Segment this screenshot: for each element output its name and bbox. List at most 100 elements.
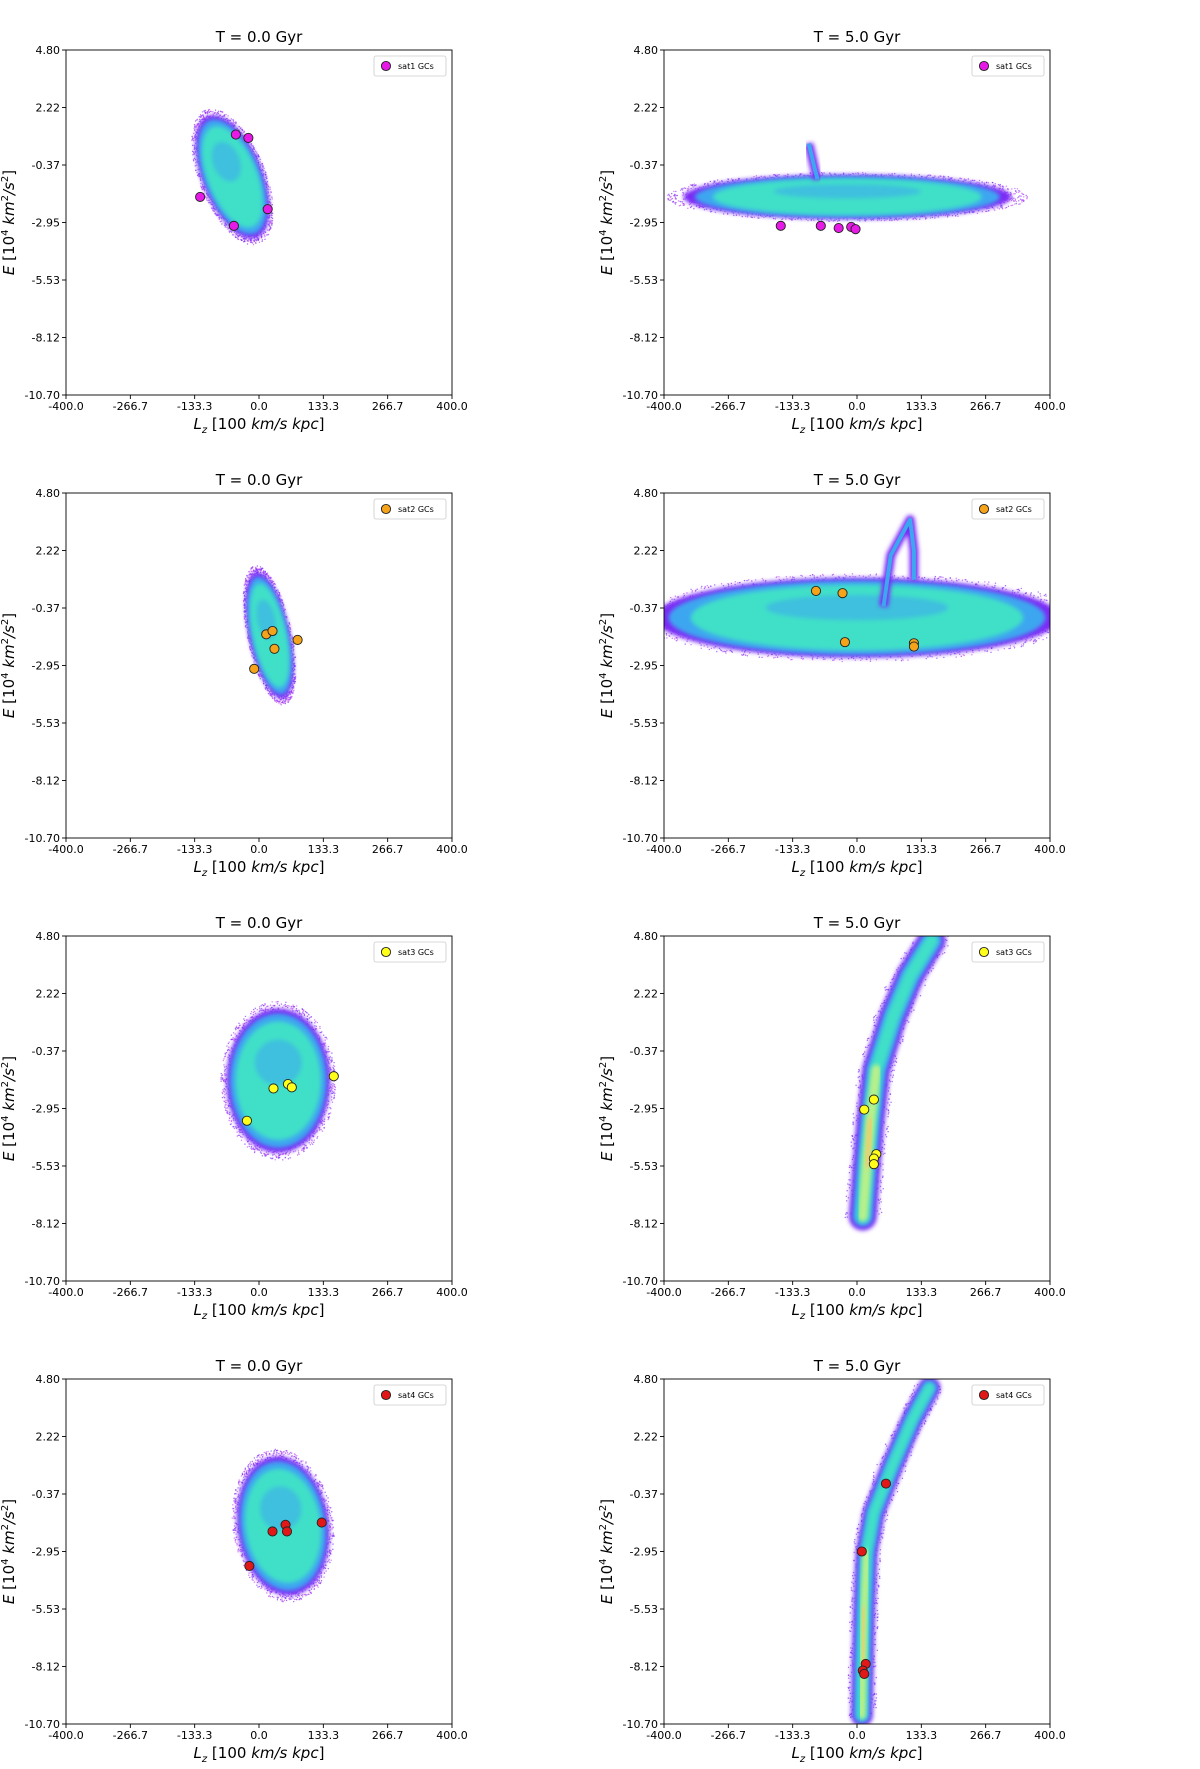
legend: sat3 GCs bbox=[972, 942, 1044, 962]
gc-point bbox=[860, 1105, 869, 1114]
gc-point bbox=[869, 1095, 878, 1104]
y-tick-label: 2.22 bbox=[634, 545, 659, 558]
legend-marker bbox=[381, 61, 390, 70]
y-tick-label: -8.12 bbox=[630, 775, 658, 788]
y-tick-label: -5.53 bbox=[32, 1603, 60, 1616]
y-tick-label: -0.37 bbox=[32, 159, 60, 172]
y-axis-label: E [104 km2/s2] bbox=[0, 170, 18, 275]
chart-title: T = 5.0 Gyr bbox=[813, 1357, 901, 1375]
x-tick-label: -133.3 bbox=[775, 843, 810, 856]
gc-point bbox=[250, 664, 259, 673]
y-tick-label: -5.53 bbox=[630, 1160, 658, 1173]
x-axis-label: Lz [100 km/s kpc] bbox=[792, 1744, 923, 1765]
y-tick-label: -5.53 bbox=[32, 1160, 60, 1173]
legend: sat4 GCs bbox=[972, 1385, 1044, 1405]
chart-title: T = 5.0 Gyr bbox=[813, 471, 901, 489]
legend-marker bbox=[979, 61, 988, 70]
x-tick-label: 0.0 bbox=[848, 1729, 866, 1742]
plot-area bbox=[664, 936, 1050, 1281]
y-tick-label: -2.95 bbox=[32, 660, 60, 673]
x-tick-label: -133.3 bbox=[177, 1729, 212, 1742]
x-tick-label: 266.7 bbox=[970, 400, 1002, 413]
legend-marker bbox=[381, 504, 390, 513]
legend-label: sat1 GCs bbox=[996, 62, 1032, 71]
gc-point bbox=[242, 1116, 251, 1125]
gc-point bbox=[229, 221, 238, 230]
gc-point bbox=[811, 586, 820, 595]
legend-marker bbox=[381, 947, 390, 956]
y-tick-label: -0.37 bbox=[630, 1045, 658, 1058]
legend-marker bbox=[381, 1390, 390, 1399]
x-tick-label: 133.3 bbox=[906, 1729, 938, 1742]
x-tick-label: -266.7 bbox=[711, 1729, 746, 1742]
x-tick-label: -133.3 bbox=[177, 843, 212, 856]
y-tick-label: -0.37 bbox=[32, 602, 60, 615]
gc-point bbox=[834, 223, 843, 232]
x-tick-label: 266.7 bbox=[372, 843, 404, 856]
gc-point bbox=[269, 1084, 278, 1093]
x-tick-label: 400.0 bbox=[436, 1729, 468, 1742]
y-tick-label: 4.80 bbox=[36, 487, 61, 500]
legend-label: sat3 GCs bbox=[996, 948, 1032, 957]
gc-point bbox=[196, 192, 205, 201]
x-tick-label: 400.0 bbox=[1034, 400, 1066, 413]
gc-point bbox=[881, 1479, 890, 1488]
y-tick-label: -2.95 bbox=[32, 217, 60, 230]
x-tick-label: 266.7 bbox=[372, 1286, 404, 1299]
gc-point bbox=[231, 130, 240, 139]
gc-point bbox=[840, 638, 849, 647]
x-tick-label: 133.3 bbox=[308, 1729, 340, 1742]
y-tick-label: -5.53 bbox=[630, 1603, 658, 1616]
x-tick-label: 0.0 bbox=[250, 843, 268, 856]
y-tick-label: -0.37 bbox=[630, 602, 658, 615]
x-tick-label: 133.3 bbox=[308, 843, 340, 856]
x-tick-label: 400.0 bbox=[436, 843, 468, 856]
y-tick-label: 4.80 bbox=[634, 487, 659, 500]
legend: sat2 GCs bbox=[374, 499, 446, 519]
legend-label: sat4 GCs bbox=[398, 1391, 434, 1400]
gc-point bbox=[838, 589, 847, 598]
density-layer bbox=[774, 184, 922, 198]
y-tick-label: -8.12 bbox=[32, 332, 60, 345]
gc-point bbox=[857, 1547, 866, 1556]
x-tick-label: -133.3 bbox=[177, 1286, 212, 1299]
y-tick-label: 2.22 bbox=[36, 988, 61, 1001]
x-tick-label: -133.3 bbox=[775, 400, 810, 413]
x-tick-label: 400.0 bbox=[1034, 843, 1066, 856]
x-tick-label: 266.7 bbox=[970, 1286, 1002, 1299]
x-tick-label: 266.7 bbox=[970, 843, 1002, 856]
y-axis-label: E [104 km2/s2] bbox=[598, 170, 616, 275]
x-tick-label: 133.3 bbox=[906, 843, 938, 856]
x-tick-label: 0.0 bbox=[250, 1286, 268, 1299]
y-tick-label: -2.95 bbox=[630, 1546, 658, 1559]
x-tick-label: -266.7 bbox=[113, 1286, 148, 1299]
y-tick-label: 4.80 bbox=[634, 930, 659, 943]
y-tick-label: -10.70 bbox=[25, 1718, 60, 1731]
x-tick-label: -133.3 bbox=[775, 1286, 810, 1299]
legend: sat4 GCs bbox=[374, 1385, 446, 1405]
y-tick-label: -10.70 bbox=[25, 1275, 60, 1288]
y-axis-label: E [104 km2/s2] bbox=[0, 613, 18, 718]
y-tick-label: -10.70 bbox=[623, 1275, 658, 1288]
legend-label: sat4 GCs bbox=[996, 1391, 1032, 1400]
y-tick-label: -5.53 bbox=[32, 717, 60, 730]
y-tick-label: 4.80 bbox=[634, 44, 659, 57]
y-tick-label: -2.95 bbox=[32, 1103, 60, 1116]
y-tick-label: 2.22 bbox=[634, 102, 659, 115]
y-tick-label: -0.37 bbox=[32, 1045, 60, 1058]
density-layer bbox=[255, 1040, 302, 1086]
x-tick-label: 400.0 bbox=[436, 1286, 468, 1299]
y-tick-label: 2.22 bbox=[634, 988, 659, 1001]
y-tick-label: 4.80 bbox=[36, 930, 61, 943]
x-tick-label: -133.3 bbox=[775, 1729, 810, 1742]
plot-area bbox=[664, 50, 1050, 395]
y-tick-label: -8.12 bbox=[630, 1661, 658, 1674]
x-tick-label: -266.7 bbox=[711, 400, 746, 413]
y-tick-label: 2.22 bbox=[36, 545, 61, 558]
y-axis-label: E [104 km2/s2] bbox=[598, 613, 616, 718]
gc-point bbox=[263, 205, 272, 214]
